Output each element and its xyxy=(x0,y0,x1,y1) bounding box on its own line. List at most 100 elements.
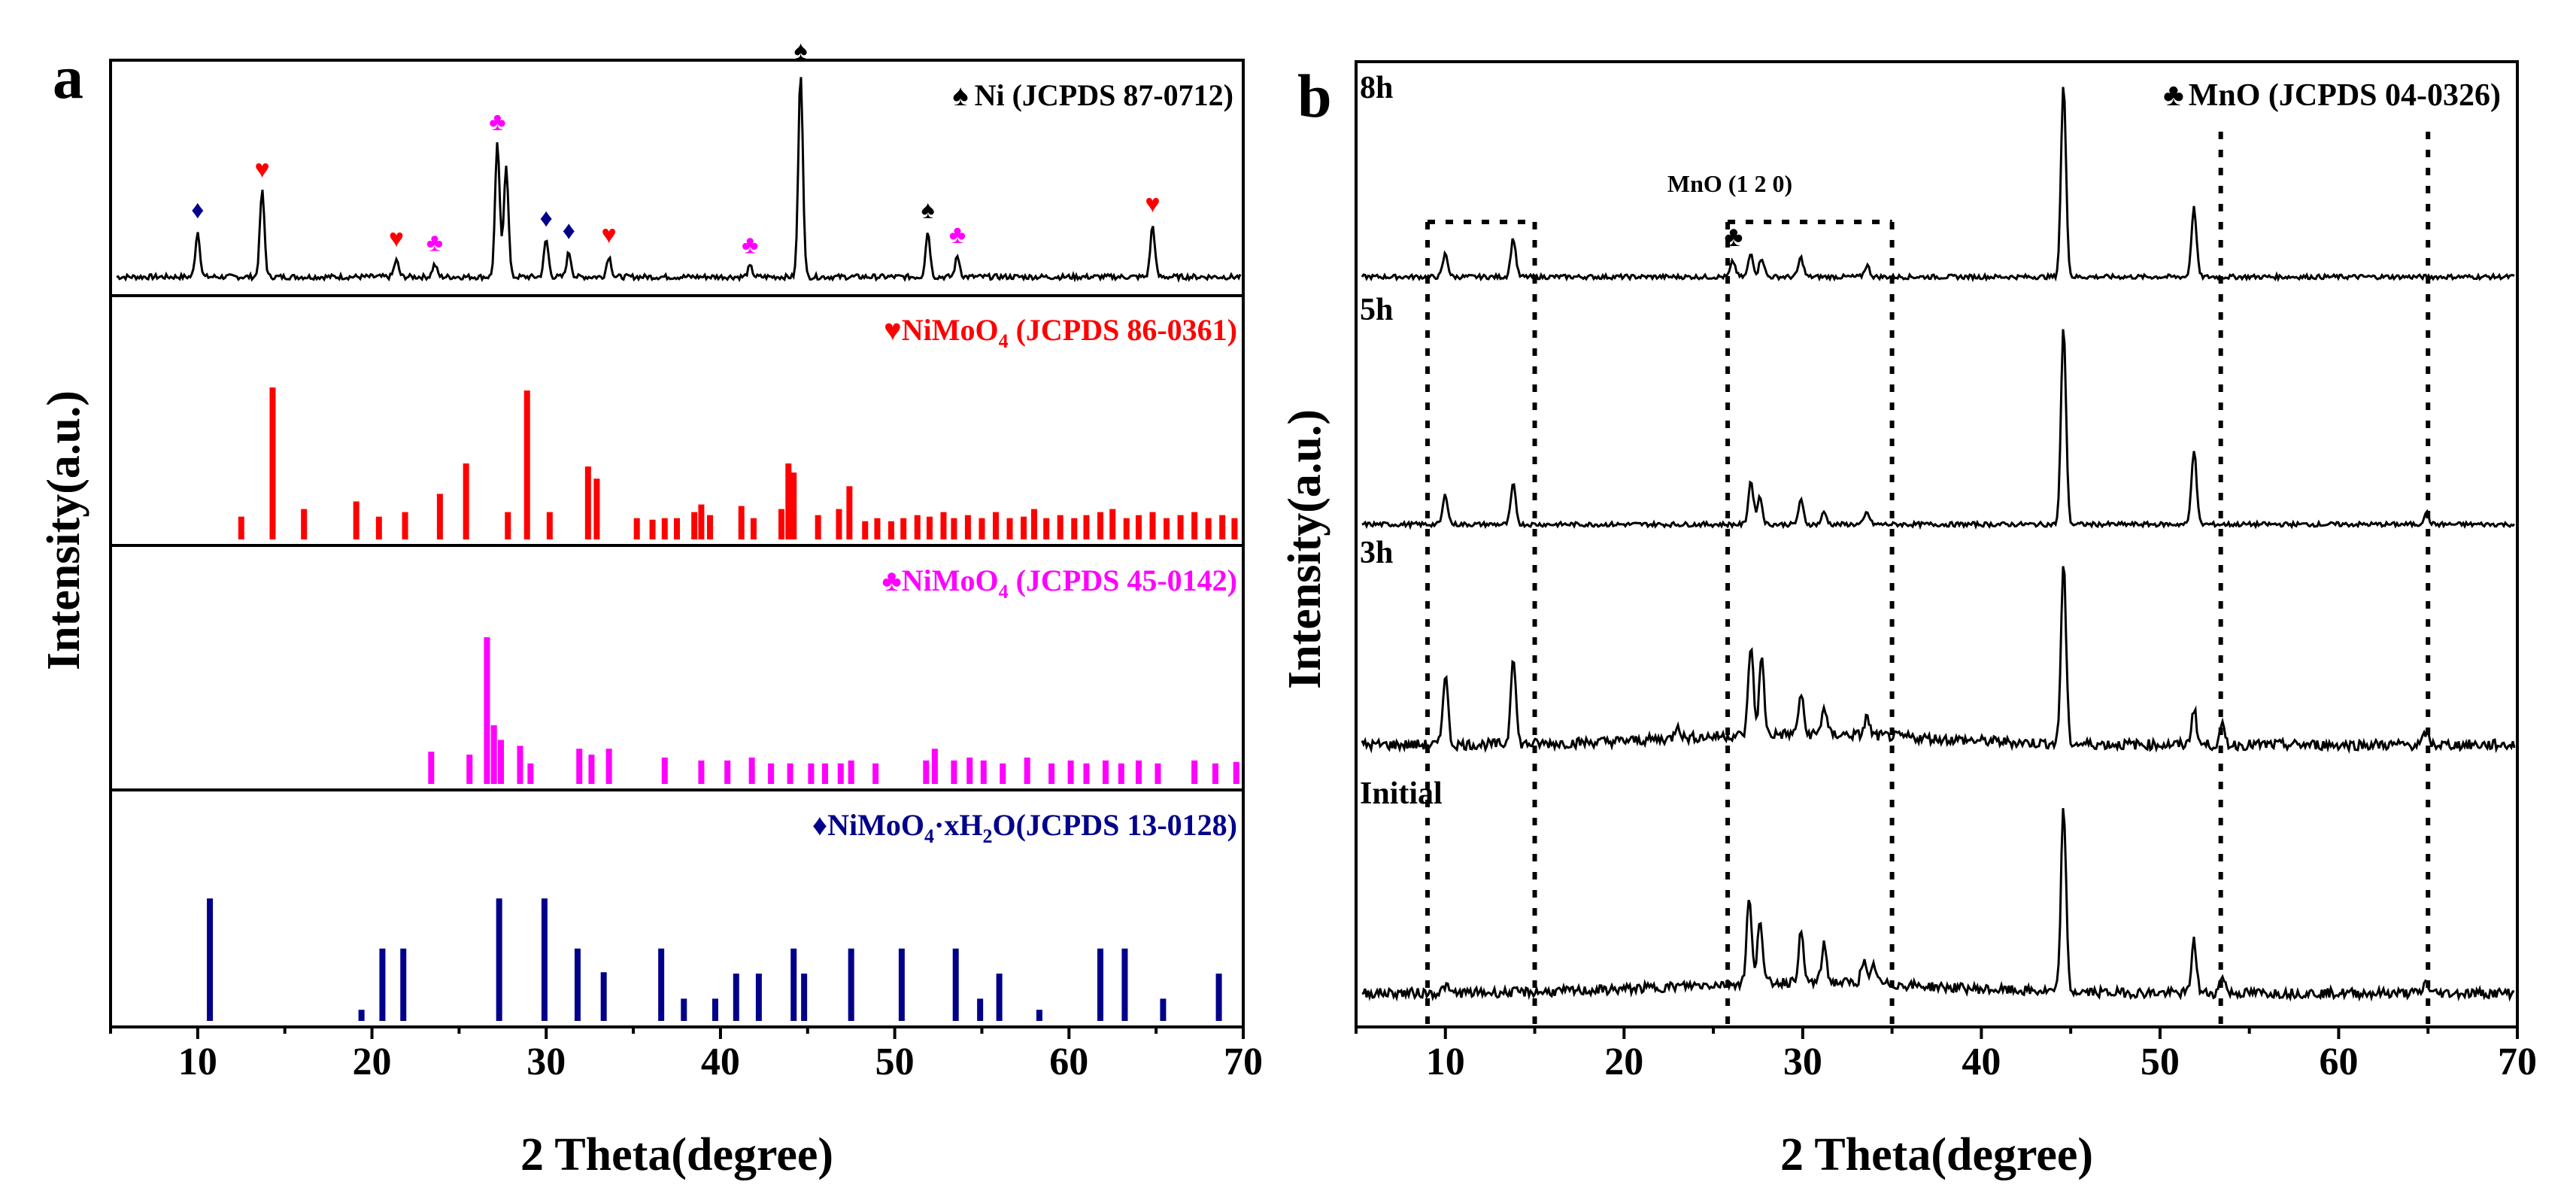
reference-line xyxy=(1036,1010,1042,1021)
reference-line xyxy=(1030,509,1037,539)
reference-line xyxy=(837,763,844,784)
reference-line xyxy=(593,478,600,539)
reference-line xyxy=(808,763,815,784)
reference-line xyxy=(681,998,687,1021)
reference-line xyxy=(712,998,718,1021)
pattern-initial xyxy=(1361,808,2515,1002)
peak-marker: ♦ xyxy=(563,217,575,245)
reference-line xyxy=(1160,998,1167,1021)
peak-marker: ♣ xyxy=(426,229,443,257)
reference-line xyxy=(428,752,435,784)
reference-line xyxy=(1109,509,1116,539)
peak-marker: ♣ xyxy=(489,108,505,136)
curve-label: 3h xyxy=(1360,536,1393,570)
reference-line xyxy=(358,1010,365,1021)
reference-line xyxy=(674,518,680,539)
reference-line xyxy=(1021,516,1027,539)
reference-line xyxy=(1071,518,1078,539)
reference-line xyxy=(402,512,408,539)
reference-line xyxy=(661,757,668,784)
reference-line xyxy=(1048,763,1055,784)
nimoo4-86-0361-legend: ♥NiMoO4 (JCPDS 86-0361) xyxy=(884,313,1237,352)
panel-a-x-axis-title: 2 Theta(degree) xyxy=(520,1129,833,1180)
reference-line xyxy=(1024,757,1030,784)
reference-line xyxy=(1212,763,1218,784)
reference-line xyxy=(466,755,473,784)
reference-line xyxy=(546,512,553,539)
reference-line xyxy=(605,749,612,784)
curve-label: 5h xyxy=(1360,293,1393,327)
reference-line xyxy=(400,948,407,1021)
reference-line xyxy=(940,512,947,539)
x-tick-label: 10 xyxy=(178,1040,217,1083)
reference-line xyxy=(821,763,828,784)
reference-line xyxy=(517,746,523,784)
x-tick-label: 50 xyxy=(875,1040,915,1083)
reference-line xyxy=(931,749,938,784)
reference-line xyxy=(926,516,933,539)
x-tick-label: 60 xyxy=(1049,1040,1088,1083)
panel-b-frame xyxy=(1355,60,2519,1028)
reference-line xyxy=(527,763,534,784)
reference-line xyxy=(848,948,854,1021)
peak-marker: ♣ xyxy=(949,221,966,249)
x-tick-label: 60 xyxy=(2319,1040,2358,1083)
reference-line xyxy=(748,757,755,784)
peak-marker: ♠ xyxy=(793,37,807,65)
reference-line xyxy=(1083,515,1090,539)
reference-line xyxy=(1219,515,1226,539)
reference-line xyxy=(862,521,869,539)
reference-line xyxy=(996,974,1003,1021)
reference-line xyxy=(661,518,668,539)
reference-line xyxy=(1135,515,1142,539)
reference-line xyxy=(600,972,607,1021)
peak-marker: ♦ xyxy=(540,205,553,232)
reference-line xyxy=(1215,974,1222,1021)
reference-line xyxy=(914,515,921,539)
panel-b-patterns xyxy=(1361,87,2516,1002)
reference-line xyxy=(301,509,308,539)
reference-line xyxy=(1000,763,1006,784)
peak-marker: ♥ xyxy=(389,225,404,253)
reference-line xyxy=(887,521,894,539)
reference-line xyxy=(698,504,705,539)
curve-label: 8h xyxy=(1360,71,1393,105)
x-tick-label: 40 xyxy=(1962,1040,2001,1083)
ni-legend: ♠ Ni (JCPDS 87-0712) xyxy=(952,78,1233,112)
reference-line xyxy=(379,948,386,1021)
reference-line xyxy=(898,948,905,1021)
reference-line xyxy=(691,512,698,539)
reference-line xyxy=(1121,948,1128,1021)
reference-line xyxy=(1135,760,1142,784)
x-tick-label: 40 xyxy=(701,1040,740,1083)
reference-line xyxy=(836,509,842,539)
nimoo4-45-0142-legend: ♣NiMoO4 (JCPDS 45-0142) xyxy=(881,564,1237,603)
pattern-5h xyxy=(1361,329,2516,530)
reference-line xyxy=(658,948,665,1021)
panel-a-x-ticks: 10 20 30 40 50 60 70 xyxy=(109,1027,1263,1083)
reference-line xyxy=(588,755,595,784)
reference-line xyxy=(815,515,821,539)
reference-line xyxy=(463,463,469,539)
reference-line xyxy=(269,387,276,539)
reference-line xyxy=(1097,512,1104,539)
panel-a: a ♦ ♥ ♥ ♣ ♣ ♦ ♦ ♥ ♣ ♠ ♠ ♣ ♥ 10 20 30 40 50 60 70 ♠ Ni (JCPD… xyxy=(38,37,1263,1180)
reference-line xyxy=(649,519,656,539)
reference-line xyxy=(750,518,757,539)
reference-line xyxy=(768,763,775,784)
x-tick-label: 70 xyxy=(2498,1040,2537,1083)
reference-line xyxy=(1233,761,1239,784)
reference-line xyxy=(1191,512,1198,539)
x-tick-label: 30 xyxy=(1783,1040,1822,1083)
peak-marker: ♣ xyxy=(742,231,758,259)
reference-line xyxy=(436,494,443,539)
reference-line xyxy=(1123,518,1130,539)
reference-line xyxy=(874,518,881,539)
reference-line xyxy=(353,501,360,539)
reference-line xyxy=(576,749,583,784)
reference-line xyxy=(523,390,530,539)
x-tick-label: 20 xyxy=(353,1040,392,1083)
reference-line xyxy=(977,998,984,1021)
reference-line xyxy=(541,898,548,1021)
